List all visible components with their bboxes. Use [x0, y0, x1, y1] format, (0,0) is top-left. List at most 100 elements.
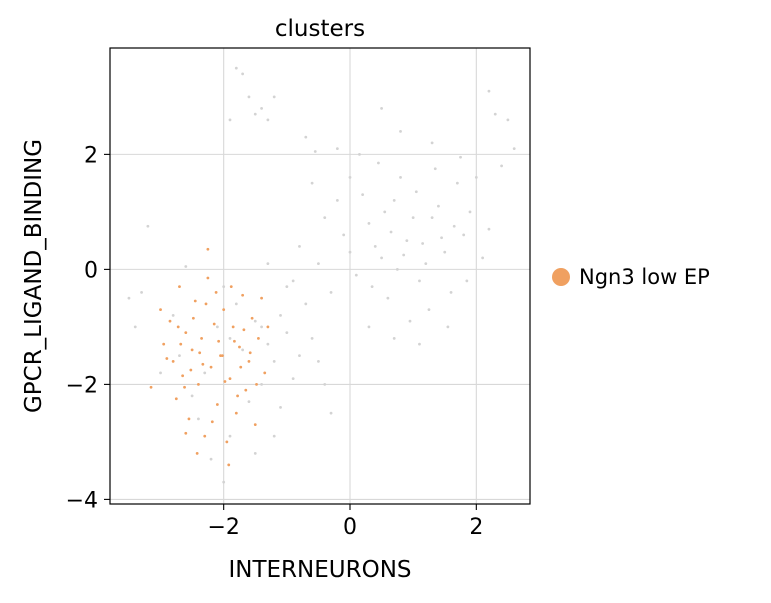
- data-point: [181, 374, 185, 378]
- data-point: [424, 262, 428, 266]
- data-point: [184, 265, 188, 268]
- data-point: [421, 242, 425, 245]
- data-point: [242, 328, 246, 332]
- data-point: [455, 181, 459, 185]
- data-point: [291, 377, 295, 381]
- data-point: [253, 423, 257, 427]
- data-point: [222, 285, 226, 289]
- data-point: [279, 313, 282, 317]
- data-point: [228, 118, 232, 122]
- data-point: [225, 440, 229, 444]
- data-point: [285, 285, 289, 289]
- data-point: [313, 150, 317, 153]
- data-point: [291, 279, 295, 283]
- data-point: [462, 233, 466, 237]
- data-point: [266, 325, 270, 329]
- data-point: [335, 147, 339, 151]
- data-point: [272, 359, 276, 363]
- data-point: [389, 230, 393, 234]
- data-point: [260, 106, 263, 110]
- data-point: [367, 325, 371, 329]
- data-point: [238, 345, 241, 349]
- data-point: [260, 296, 263, 300]
- data-point: [179, 342, 183, 346]
- data-point: [370, 285, 374, 289]
- data-point: [146, 224, 150, 228]
- data-point: [178, 285, 181, 289]
- data-point: [149, 385, 153, 389]
- data-point: [184, 431, 188, 435]
- data-point: [323, 216, 327, 220]
- data-point: [174, 397, 178, 401]
- x-tick-label: 0: [343, 515, 357, 540]
- data-point: [304, 135, 308, 139]
- data-point: [203, 371, 207, 375]
- plot-frame: [109, 47, 531, 505]
- data-point: [203, 434, 207, 438]
- data-point: [487, 89, 491, 93]
- data-point: [377, 161, 380, 165]
- data-point: [399, 175, 402, 179]
- data-point: [184, 331, 188, 335]
- data-point: [272, 434, 276, 438]
- y-tick-label: −4: [66, 488, 98, 513]
- data-point: [493, 112, 497, 116]
- data-point: [418, 342, 421, 346]
- data-point: [380, 106, 383, 110]
- data-point: [187, 417, 191, 421]
- data-point: [317, 359, 320, 363]
- data-point: [206, 247, 210, 251]
- data-point: [430, 141, 434, 145]
- data-point: [512, 147, 516, 151]
- data-point: [487, 227, 491, 231]
- x-tick-label: 2: [469, 515, 483, 540]
- data-point: [335, 198, 339, 202]
- data-point: [215, 403, 219, 406]
- data-point: [427, 308, 431, 312]
- data-point: [223, 380, 227, 383]
- data-point: [399, 129, 402, 133]
- data-point: [217, 339, 221, 343]
- data-point: [228, 434, 232, 438]
- data-point: [358, 152, 361, 156]
- data-point: [190, 348, 194, 352]
- y-tick-label: −2: [66, 373, 98, 398]
- data-point: [198, 351, 202, 355]
- data-point: [189, 368, 193, 372]
- data-point: [304, 302, 308, 306]
- data-point: [228, 377, 232, 381]
- data-point: [241, 348, 245, 352]
- data-point: [165, 357, 169, 360]
- data-point: [236, 394, 239, 398]
- x-axis-label: INTERNEURONS: [228, 557, 411, 583]
- data-point: [459, 155, 462, 159]
- y-axis-label: GPCR_LIGAND_BINDING: [21, 139, 47, 413]
- data-point: [506, 118, 510, 122]
- data-point: [329, 411, 333, 415]
- data-point: [168, 319, 172, 323]
- data-point: [248, 351, 252, 355]
- data-point: [392, 336, 396, 340]
- data-point: [474, 175, 478, 179]
- data-point: [209, 365, 213, 369]
- data-point: [367, 221, 371, 225]
- data-point: [176, 325, 180, 329]
- data-point: [250, 316, 254, 320]
- data-point: [210, 420, 214, 424]
- data-point: [222, 480, 226, 484]
- data-point: [127, 296, 131, 300]
- points-layer: [127, 66, 516, 484]
- data-point: [234, 411, 238, 415]
- legend: Ngn3 low EP: [552, 265, 710, 289]
- data-point: [133, 325, 137, 329]
- data-point: [348, 175, 352, 179]
- data-point: [214, 290, 218, 294]
- data-point: [257, 336, 260, 340]
- data-point: [171, 359, 175, 363]
- data-point: [354, 273, 358, 277]
- data-point: [260, 382, 263, 386]
- data-point: [317, 262, 320, 266]
- data-point: [190, 394, 194, 398]
- data-point: [310, 336, 314, 340]
- data-point: [298, 354, 301, 358]
